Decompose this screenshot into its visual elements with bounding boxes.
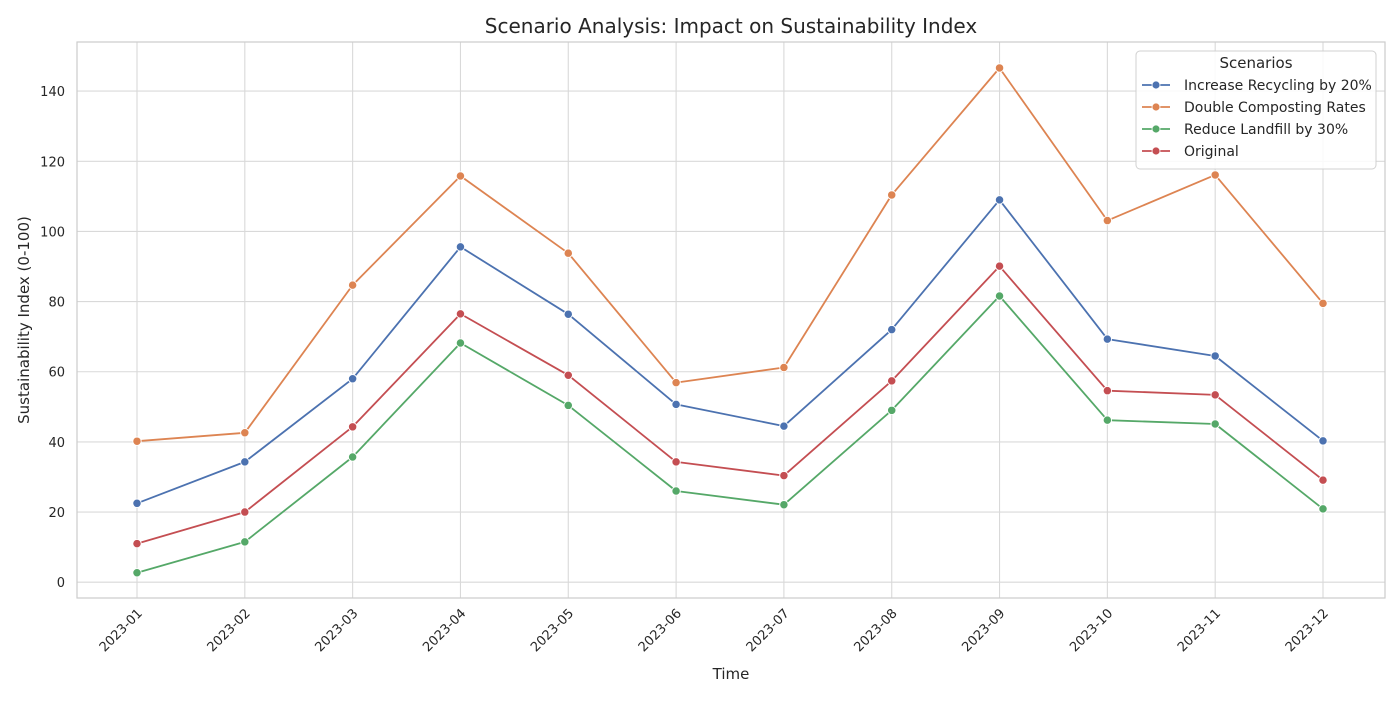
data-point <box>1210 390 1220 400</box>
data-point <box>132 568 142 578</box>
y-tick-label: 40 <box>48 436 65 451</box>
data-point <box>1102 386 1113 396</box>
data-point <box>347 280 358 290</box>
legend-entry: Original <box>1142 144 1239 160</box>
data-point <box>779 421 789 431</box>
y-tick-label: 20 <box>48 506 65 521</box>
data-point <box>994 291 1005 301</box>
data-point <box>671 399 681 410</box>
legend-entry: Increase Recycling by 20% <box>1142 78 1372 94</box>
data-point <box>1318 436 1328 446</box>
data-point <box>1210 170 1220 180</box>
data-point <box>240 428 250 438</box>
data-point <box>887 376 897 386</box>
legend-swatch-marker <box>1151 146 1161 156</box>
legend-label: Double Composting Rates <box>1184 100 1366 116</box>
x-axis-label: Time <box>712 665 750 683</box>
data-point <box>563 309 573 319</box>
data-point <box>779 362 789 373</box>
data-point <box>347 422 358 432</box>
y-tick-label: 120 <box>40 155 65 170</box>
legend-title: Scenarios <box>1219 54 1292 72</box>
data-point <box>1318 298 1328 308</box>
data-point <box>887 405 897 415</box>
data-point <box>455 242 466 252</box>
data-point <box>994 195 1005 205</box>
series-group <box>132 63 1328 446</box>
series-group <box>132 291 1328 578</box>
data-point <box>994 261 1005 271</box>
data-point <box>240 537 250 547</box>
legend-swatch-marker <box>1151 102 1161 112</box>
data-point <box>1318 475 1328 485</box>
data-point <box>994 63 1005 73</box>
plot-area-frame <box>76 41 1386 599</box>
data-point <box>347 374 358 384</box>
data-point <box>779 500 789 510</box>
series-group <box>132 261 1328 549</box>
y-tick-label: 100 <box>40 225 65 240</box>
data-point <box>455 309 466 319</box>
y-axis-label: Sustainability Index (0-100) <box>15 216 33 424</box>
legend-label: Reduce Landfill by 30% <box>1184 122 1348 138</box>
data-point <box>1210 351 1220 361</box>
series-line <box>136 67 1324 443</box>
legend-entry: Reduce Landfill by 30% <box>1142 122 1348 138</box>
y-tick-label: 60 <box>48 366 65 381</box>
series-line <box>136 295 1324 574</box>
data-point <box>132 436 142 446</box>
data-point <box>563 248 573 258</box>
legend-box <box>1135 50 1377 170</box>
data-point <box>887 190 897 200</box>
data-point <box>132 498 142 508</box>
series-lines <box>132 63 1328 578</box>
chart-title: Scenario Analysis: Impact on Sustainabil… <box>485 14 978 38</box>
legend-swatch-marker <box>1151 80 1161 90</box>
legend-label: Increase Recycling by 20% <box>1184 78 1372 94</box>
series-line <box>136 265 1324 545</box>
data-point <box>563 400 573 411</box>
data-point <box>563 370 573 380</box>
data-point <box>671 486 681 496</box>
data-point <box>1102 215 1113 226</box>
data-point <box>455 338 466 348</box>
data-point <box>1210 419 1220 429</box>
data-point <box>240 507 250 517</box>
data-point <box>671 457 681 467</box>
y-tick-label: 0 <box>57 576 65 591</box>
y-tick-label: 80 <box>48 296 65 311</box>
data-point <box>779 470 789 481</box>
legend-label: Original <box>1184 144 1239 160</box>
data-point <box>671 377 681 388</box>
series-group <box>132 195 1328 508</box>
legend-swatch-marker <box>1151 124 1161 134</box>
data-point <box>455 171 466 181</box>
legend: Scenarios Increase Recycling by 20% Double… <box>1135 50 1377 170</box>
legend-entry: Double Composting Rates <box>1142 100 1366 116</box>
data-point <box>1318 504 1328 514</box>
data-point <box>347 452 358 462</box>
series-line <box>136 198 1324 505</box>
data-point <box>132 538 142 549</box>
data-point <box>1102 334 1113 344</box>
data-point <box>887 324 897 335</box>
data-point <box>1102 415 1113 425</box>
y-tick-label: 140 <box>40 85 65 100</box>
data-point <box>240 457 250 467</box>
